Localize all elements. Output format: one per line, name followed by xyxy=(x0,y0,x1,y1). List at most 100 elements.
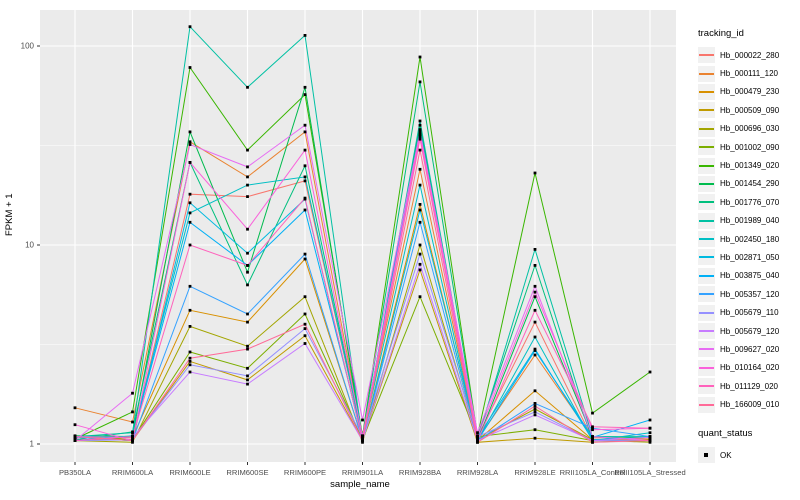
legend-key-swatch xyxy=(698,378,715,395)
series-color-line-icon xyxy=(699,348,714,351)
legend-item-Hb_000111_120[interactable]: Hb_000111_120 xyxy=(698,64,798,82)
x-tick-label: PB350LA xyxy=(59,468,92,477)
data-point xyxy=(361,418,364,422)
data-point xyxy=(418,55,422,59)
legend-item-list: Hb_000022_280 Hb_000111_120 Hb_000479_230 H… xyxy=(698,46,798,414)
quant-ok-key xyxy=(698,447,715,463)
series-color-line-icon xyxy=(699,72,714,75)
data-point xyxy=(303,164,307,168)
data-point xyxy=(303,312,307,316)
legend-key-swatch xyxy=(698,83,715,100)
data-point xyxy=(303,342,307,345)
data-point xyxy=(591,439,594,442)
legend-item-Hb_001776_070[interactable]: Hb_001776_070 xyxy=(698,193,798,211)
legend-item-quant-ok[interactable]: OK xyxy=(698,446,798,464)
data-point xyxy=(303,130,307,134)
data-point xyxy=(188,360,192,363)
series-color-line-icon xyxy=(699,330,714,333)
data-point xyxy=(648,440,652,444)
y-tick-label: 10 xyxy=(25,241,34,250)
legend-key-swatch xyxy=(698,157,715,174)
x-axis-title: sample_name xyxy=(330,479,390,490)
series-color-line-icon xyxy=(699,385,714,388)
series-color-line-icon xyxy=(699,238,714,241)
series-color-line-icon xyxy=(699,127,714,130)
series-color-line-icon xyxy=(699,274,714,277)
data-point xyxy=(533,284,537,288)
data-point xyxy=(303,85,307,89)
data-point xyxy=(188,25,192,29)
data-point xyxy=(418,135,422,139)
legend-item-Hb_005357_120[interactable]: Hb_005357_120 xyxy=(698,285,798,303)
legend-item-label: Hb_000022_280 xyxy=(720,50,780,60)
legend-item-label: Hb_011129_020 xyxy=(720,381,778,391)
legend-item-label: Hb_001349_020 xyxy=(720,161,780,171)
legend-item-Hb_005679_120[interactable]: Hb_005679_120 xyxy=(698,322,798,340)
data-point xyxy=(418,252,422,256)
data-point xyxy=(188,363,192,367)
legend-key-swatch xyxy=(698,249,715,266)
data-point xyxy=(303,257,307,261)
x-tick-label: RRII105LA_Stressed xyxy=(614,468,685,477)
legend-item-Hb_005679_110[interactable]: Hb_005679_110 xyxy=(698,303,798,321)
data-point xyxy=(73,406,77,410)
legend-item-Hb_003875_040[interactable]: Hb_003875_040 xyxy=(698,267,798,285)
legend-item-Hb_002450_180[interactable]: Hb_002450_180 xyxy=(698,230,798,248)
legend-key-swatch xyxy=(698,341,715,358)
legend-item-Hb_001454_290[interactable]: Hb_001454_290 xyxy=(698,175,798,193)
data-point xyxy=(533,290,537,294)
data-point xyxy=(648,370,652,374)
legend-key-swatch xyxy=(698,286,715,303)
legend-item-Hb_000509_090[interactable]: Hb_000509_090 xyxy=(698,101,798,119)
legend-item-label: Hb_000479_230 xyxy=(720,87,780,97)
data-point xyxy=(476,435,479,438)
data-point xyxy=(303,34,307,37)
legend-key-swatch xyxy=(698,323,715,340)
data-point xyxy=(648,426,652,430)
black-square-point-icon xyxy=(704,453,708,457)
data-point xyxy=(418,295,422,299)
legend-item-Hb_009627_020[interactable]: Hb_009627_020 xyxy=(698,340,798,358)
data-point xyxy=(246,175,249,179)
data-point xyxy=(188,220,192,224)
data-point xyxy=(131,439,134,442)
y-axis-title: FPKM + 1 xyxy=(4,193,15,237)
x-tick-label: RRIM600PE xyxy=(284,468,326,477)
legend-item-Hb_000022_280[interactable]: Hb_000022_280 xyxy=(698,46,798,64)
data-point xyxy=(131,431,134,435)
legend-item-Hb_001349_020[interactable]: Hb_001349_020 xyxy=(698,156,798,174)
data-point xyxy=(303,179,307,183)
x-tick-label: RRII105LA_Control xyxy=(560,468,626,477)
data-point xyxy=(648,431,652,435)
data-point xyxy=(246,183,249,187)
data-point xyxy=(418,183,422,187)
data-point xyxy=(533,404,537,408)
legend-key-swatch xyxy=(698,175,715,192)
legend-key-swatch xyxy=(698,65,715,82)
legend-item-Hb_000696_030[interactable]: Hb_000696_030 xyxy=(698,120,798,138)
data-point xyxy=(418,243,422,247)
y-tick-label: 1 xyxy=(30,440,35,449)
data-point xyxy=(246,195,249,198)
data-point xyxy=(418,130,422,134)
legend-item-Hb_002871_050[interactable]: Hb_002871_050 xyxy=(698,248,798,266)
legend-item-Hb_001989_040[interactable]: Hb_001989_040 xyxy=(698,212,798,230)
legend-item-label: Hb_001776_070 xyxy=(720,197,780,207)
data-point xyxy=(188,140,192,144)
x-tick-label: RRIM901LA xyxy=(342,468,384,477)
legend-item-Hb_000479_230[interactable]: Hb_000479_230 xyxy=(698,83,798,101)
legend-item-Hb_166009_010[interactable]: Hb_166009_010 xyxy=(698,395,798,413)
data-point xyxy=(361,435,364,438)
series-color-line-icon xyxy=(699,311,714,314)
series-color-line-icon xyxy=(699,403,714,406)
data-point xyxy=(246,165,249,169)
legend-item-Hb_011129_020[interactable]: Hb_011129_020 xyxy=(698,377,798,395)
data-point xyxy=(188,370,192,374)
y-tick-label: 100 xyxy=(21,42,35,51)
series-color-line-icon xyxy=(699,146,714,149)
data-point xyxy=(418,128,422,131)
legend-item-Hb_001002_090[interactable]: Hb_001002_090 xyxy=(698,138,798,156)
legend-item-label: Hb_000111_120 xyxy=(720,69,778,79)
legend-item-Hb_010164_020[interactable]: Hb_010164_020 xyxy=(698,359,798,377)
legend-key-swatch xyxy=(698,120,715,137)
